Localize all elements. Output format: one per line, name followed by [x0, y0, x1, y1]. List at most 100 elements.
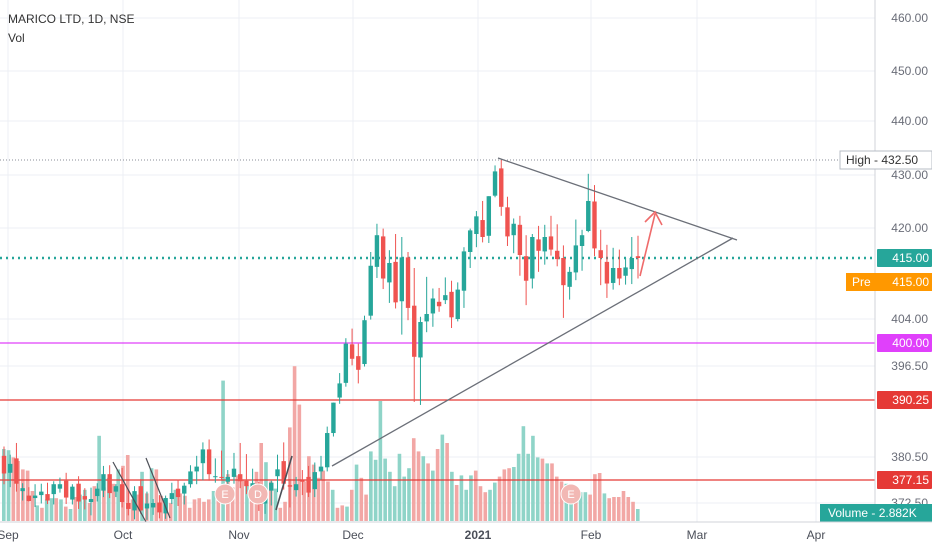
volume-bar — [16, 461, 20, 521]
level-tag-400-bg — [877, 334, 932, 352]
candle-body — [449, 291, 454, 318]
pre-tag-value: 415.00 — [892, 275, 929, 289]
volume-bar — [273, 488, 278, 521]
candle-body — [231, 468, 237, 477]
upper-trendline — [497, 157, 738, 241]
time-tick-label: Apr — [807, 528, 826, 542]
level-tag-390: 390.25 — [877, 391, 932, 409]
volume-bar — [550, 463, 554, 521]
candle-body — [194, 466, 199, 472]
volume-bar — [288, 427, 292, 521]
candle-body — [486, 196, 492, 236]
candle-body — [492, 171, 498, 196]
volume-bar — [621, 491, 626, 521]
candle-body — [293, 484, 299, 491]
candle-body — [95, 488, 100, 497]
volume-bar — [612, 497, 616, 521]
candle-body — [300, 480, 305, 482]
level-tag-377: 377.15 — [877, 471, 932, 489]
volume-tag-bg — [820, 504, 932, 522]
volume-bar — [192, 499, 197, 521]
candle-body — [393, 261, 398, 303]
price-tick-label: 396.50 — [891, 359, 928, 373]
candle-body — [443, 295, 448, 301]
candle-body — [356, 356, 361, 370]
volume-bar — [397, 453, 402, 521]
candle-body — [586, 200, 591, 231]
trendline-small-3 — [275, 455, 293, 511]
volume-tag-text: Volume - 2.882K — [828, 506, 917, 520]
candle-body — [20, 488, 25, 492]
candle-body — [499, 168, 504, 207]
candle-body — [604, 261, 610, 284]
volume-bar — [383, 458, 387, 521]
volume-bar — [311, 464, 316, 521]
candle-body — [523, 256, 529, 281]
candle-body — [331, 402, 336, 434]
volume-bar — [102, 487, 106, 521]
volume-bar — [545, 463, 550, 521]
volume-bar — [359, 477, 364, 521]
candle-body — [126, 503, 131, 509]
event-marker: E — [560, 483, 582, 505]
candle-body — [150, 503, 156, 508]
volume-bar — [240, 480, 244, 521]
volume-bar — [202, 501, 206, 521]
pre-tag-bg — [846, 273, 932, 291]
volume-bar — [230, 487, 235, 521]
candle-body — [374, 235, 380, 267]
volume-bar — [450, 471, 454, 521]
level-lines — [0, 159, 875, 481]
pre-tag-label: Pre — [852, 275, 871, 289]
volume-bar — [445, 443, 449, 521]
candle-body — [169, 493, 175, 500]
high-tag-bg — [839, 150, 932, 170]
volume-bar — [435, 449, 440, 521]
candle-body — [530, 237, 535, 279]
volume-bar — [502, 469, 507, 521]
candle-body — [467, 230, 473, 252]
volume-bar — [326, 481, 330, 521]
volume-bar — [35, 505, 39, 521]
candle-body — [554, 250, 560, 260]
volume-bar — [431, 470, 435, 521]
candle-body — [424, 314, 429, 322]
time-tick-label: Mar — [687, 528, 708, 542]
candle-body — [399, 257, 405, 302]
projection-arrow-head — [644, 210, 663, 226]
volume-bar — [335, 507, 340, 521]
candle-body — [412, 305, 417, 357]
candle-body — [82, 496, 88, 500]
volume-bar — [421, 456, 426, 521]
volume-bar — [626, 497, 631, 521]
volume-bar — [316, 477, 321, 521]
candle-body — [51, 484, 56, 495]
price-tick-label: 460.00 — [891, 11, 928, 25]
volume-tag: Volume - 2.882K — [820, 504, 932, 522]
volume-bar — [459, 475, 464, 521]
candle-body — [182, 485, 187, 494]
volume-bar — [574, 488, 578, 521]
volume-bar — [531, 435, 535, 521]
candle-body — [436, 301, 442, 307]
candle-body — [188, 471, 193, 485]
volume-bar — [149, 468, 154, 521]
event-marker-badge — [560, 483, 582, 505]
candle-body — [107, 474, 112, 494]
last-price-tag-text: 415.00 — [892, 251, 929, 265]
candle-body — [517, 224, 523, 255]
time-tick-label: 2021 — [465, 528, 492, 542]
volume-indicator-label: Vol — [8, 31, 25, 45]
volume-bar — [87, 503, 92, 521]
candle-body — [480, 220, 485, 237]
candle-body — [511, 223, 516, 236]
volume-bar — [63, 506, 68, 521]
candle-body — [461, 251, 467, 291]
volume-bar — [154, 469, 159, 521]
volume-bar — [40, 507, 44, 521]
candle-body — [57, 484, 63, 489]
candle-body — [623, 267, 628, 276]
